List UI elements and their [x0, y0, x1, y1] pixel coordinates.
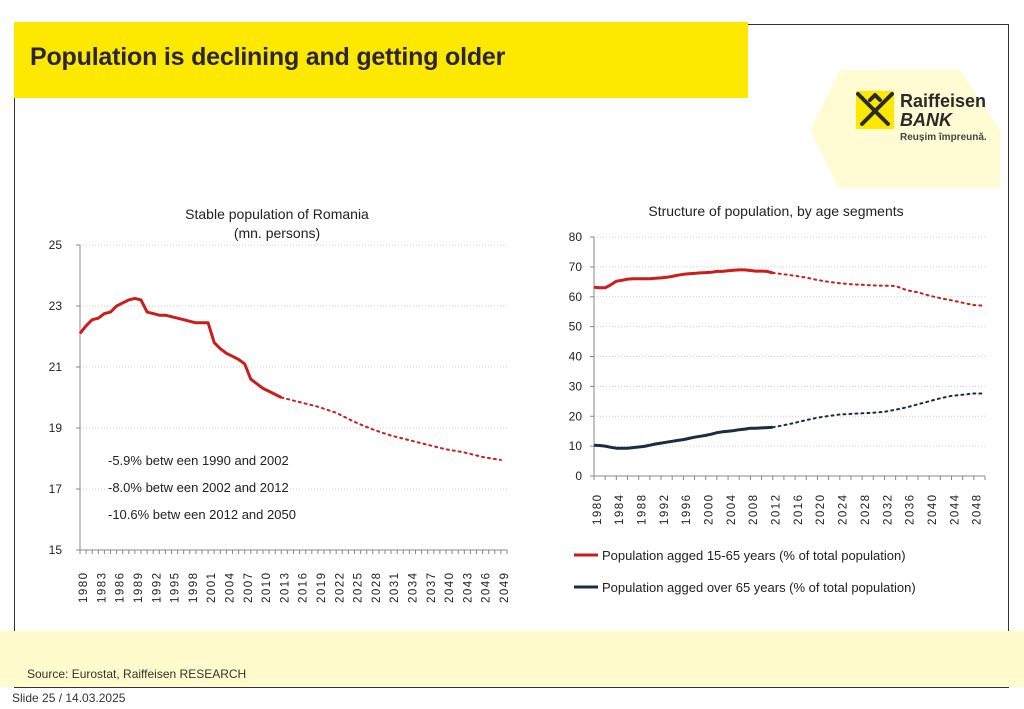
age-structure-y-tick-label: 0 [575, 469, 582, 483]
frame-bottom [14, 687, 1009, 688]
age-structure-y-tick-label: 60 [569, 290, 583, 304]
population-x-tick-label: 2010 [261, 571, 273, 603]
population-x-tick-label: 2049 [499, 571, 511, 603]
age-structure-x-tick-label: 2024 [838, 493, 850, 525]
population-x-tick-label: 1998 [188, 571, 200, 603]
annotation-2012-2050: -10.6% betw een 2012 and 2050 [108, 507, 296, 522]
age-structure-x-tick-label: 1996 [681, 493, 693, 525]
age-structure-x-tick-label: 2032 [882, 493, 894, 525]
age-structure-chart: Structure of population, by age segments… [569, 203, 986, 595]
population-historical-line [78, 296, 282, 399]
working-age-projection-line [771, 271, 986, 307]
gable-cross-icon [856, 92, 894, 126]
age-structure-x-tick-label: 1984 [614, 493, 626, 525]
age-structure-x-tick-label: 2012 [771, 493, 783, 525]
frame-top-right [748, 24, 1009, 25]
frame-left [14, 98, 15, 688]
frame-right [1008, 24, 1009, 688]
population-x-tick-label: 2034 [407, 571, 419, 603]
age-structure-x-tick-label: 2048 [972, 493, 984, 525]
slide-number: Slide 25 / 14.03.2025 [12, 691, 126, 705]
age-structure-x-tick-label: 2016 [793, 493, 805, 525]
population-x-tick-label: 2004 [224, 571, 236, 603]
legend-working-age-label: Population agged 15-65 years (% of total… [602, 548, 906, 563]
elderly-projection-line [771, 392, 986, 429]
age-structure-x-tick-label: 1980 [592, 493, 604, 525]
population-chart-title: Stable population of Romania [185, 206, 369, 222]
population-projection-line [280, 396, 502, 461]
footer-band [0, 631, 1024, 687]
age-structure-x-tick-label: 2000 [704, 493, 716, 525]
page-title: Population is declining and getting olde… [30, 43, 506, 71]
population-y-tick-label: 21 [49, 360, 63, 374]
age-structure-x-tick-label: 2020 [815, 493, 827, 525]
age-structure-y-tick-label: 30 [569, 379, 583, 393]
age-structure-x-tick-label: 1992 [659, 493, 671, 525]
age-structure-x-tick-label: 2028 [860, 493, 872, 525]
population-x-tick-label: 2001 [206, 571, 218, 603]
population-x-tick-label: 1995 [170, 571, 182, 603]
source-note: Source: Eurostat, Raiffeisen RESEARCH [27, 667, 247, 681]
population-x-tick-label: 1989 [133, 571, 145, 603]
working-age-historical-line [593, 268, 774, 290]
age-structure-x-tick-label: 2040 [927, 493, 939, 525]
population-x-tick-label: 2046 [481, 571, 493, 603]
annotation-1990-2002: -5.9% betw een 1990 and 2002 [108, 453, 289, 468]
population-x-tick-label: 2013 [279, 571, 291, 603]
age-structure-y-tick-label: 10 [569, 439, 583, 453]
population-y-tick-label: 25 [49, 238, 63, 252]
age-structure-chart-title: Structure of population, by age segments [648, 203, 903, 219]
legend-elderly-label: Population agged over 65 years (% of tot… [602, 580, 916, 595]
population-x-tick-label: 2028 [371, 571, 383, 603]
population-x-tick-label: 1980 [78, 571, 90, 603]
age-structure-y-tick-label: 50 [569, 320, 583, 334]
population-y-tick-label: 23 [49, 299, 63, 313]
population-x-tick-label: 2040 [444, 571, 456, 603]
age-structure-x-tick-label: 2004 [726, 493, 738, 525]
population-x-tick-label: 2043 [462, 571, 474, 603]
population-chart: Stable population of Romania (mn. person… [49, 206, 511, 603]
population-x-tick-label: 2019 [316, 571, 328, 603]
population-x-tick-label: 2037 [426, 571, 438, 603]
population-x-tick-label: 2016 [298, 571, 310, 603]
population-chart-subtitle: (mn. persons) [234, 225, 320, 241]
population-x-tick-label: 1992 [151, 571, 163, 603]
population-y-tick-label: 15 [49, 543, 63, 557]
population-x-tick-label: 2025 [353, 571, 365, 603]
population-y-tick-label: 19 [49, 421, 63, 435]
annotation-2002-2012: -8.0% betw een 2002 and 2012 [108, 480, 289, 495]
population-x-tick-label: 2031 [389, 571, 401, 603]
population-x-tick-label: 2022 [334, 571, 346, 603]
population-y-tick-label: 17 [49, 482, 63, 496]
logo-name-line1: Raiffeisen [900, 91, 986, 111]
elderly-historical-line [593, 425, 773, 450]
age-structure-y-tick-label: 40 [569, 350, 583, 364]
population-x-tick-label: 1983 [96, 571, 108, 603]
population-x-tick-label: 2007 [243, 571, 255, 603]
age-structure-x-tick-label: 2008 [748, 493, 760, 525]
age-structure-y-tick-label: 80 [569, 230, 583, 244]
title-band [14, 22, 748, 98]
logo-tagline: Reușim împreună. [900, 132, 987, 143]
logo-name-line2: BANK [900, 110, 954, 130]
age-structure-y-tick-label: 20 [569, 409, 583, 423]
right-chart-background [550, 188, 1000, 608]
age-structure-y-tick-label: 70 [569, 260, 583, 274]
population-x-tick-label: 1986 [115, 571, 127, 603]
raiffeisen-logo: Raiffeisen BANK Reușim împreună. [810, 70, 1000, 190]
age-structure-x-tick-label: 2044 [949, 493, 961, 525]
age-structure-x-tick-label: 1988 [636, 493, 648, 525]
age-structure-x-tick-label: 2036 [905, 493, 917, 525]
